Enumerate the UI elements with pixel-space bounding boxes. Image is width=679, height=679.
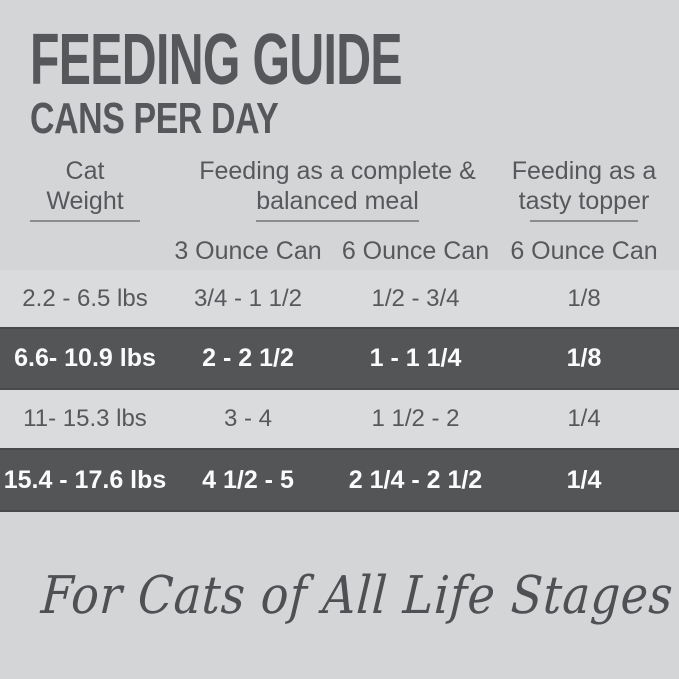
table-row-highlighted: 15.4 - 17.6 lbs 4 1/2 - 5 2 1/4 - 2 1/2 … bbox=[0, 448, 679, 512]
footer-tagline-text: For Cats of All Life Stages bbox=[39, 566, 676, 626]
cell-topper-6oz: 1/4 bbox=[567, 405, 601, 432]
table-body: 2.2 - 6.5 lbs 3/4 - 1 1/2 1/2 - 3/4 1/8 … bbox=[0, 270, 679, 512]
cell-meal-6oz: 2 1/4 - 2 1/2 bbox=[348, 465, 483, 494]
page-subtitle: CANS PER DAY bbox=[30, 94, 279, 143]
cell-topper-6oz: 1/8 bbox=[566, 344, 602, 372]
subheader-3oz-can: 3 Ounce Can bbox=[174, 237, 322, 265]
header-complete-meal-line2: balanced meal bbox=[256, 187, 419, 215]
header-cat-weight: Cat Weight bbox=[0, 156, 170, 222]
cell-weight: 2.2 - 6.5 lbs bbox=[22, 284, 148, 312]
table-subheader-row: 3 Ounce Can 6 Ounce Can 6 Ounce Can bbox=[0, 238, 679, 264]
cell-topper-6oz: 1/4 bbox=[566, 465, 602, 494]
header-cat-weight-line2: Weight bbox=[46, 187, 124, 215]
cell-meal-3oz: 4 1/2 - 5 bbox=[202, 465, 294, 494]
header-tasty-topper-line1: Feeding as a bbox=[511, 157, 657, 185]
header-tasty-topper: Feeding as a tasty topper bbox=[505, 156, 679, 222]
header-underline bbox=[30, 220, 140, 222]
footer-tagline: For Cats of All Life Stages bbox=[0, 566, 679, 626]
header-complete-meal-line1: Feeding as a complete & bbox=[199, 157, 476, 185]
cell-meal-6oz: 1 - 1 1/4 bbox=[369, 344, 462, 372]
table-row: 11- 15.3 lbs 3 - 4 1 1/2 - 2 1/4 bbox=[0, 390, 679, 448]
cell-meal-3oz: 3 - 4 bbox=[223, 405, 273, 432]
page-title: FEEDING GUIDE bbox=[30, 20, 403, 100]
table-header-row: Cat Weight Feeding as a complete & balan… bbox=[0, 156, 679, 222]
header-underline bbox=[256, 220, 419, 222]
header-underline bbox=[530, 220, 638, 222]
cell-meal-3oz: 2 - 2 1/2 bbox=[202, 344, 294, 372]
cell-meal-3oz: 3/4 - 1 1/2 bbox=[193, 284, 303, 312]
subheader-6oz-can-topper: 6 Ounce Can bbox=[510, 237, 658, 265]
header-cat-weight-line1: Cat bbox=[65, 157, 105, 185]
cell-topper-6oz: 1/8 bbox=[567, 284, 601, 312]
subheader-spacer bbox=[0, 238, 170, 264]
cell-weight: 11- 15.3 lbs bbox=[23, 405, 147, 432]
header-complete-meal: Feeding as a complete & balanced meal bbox=[170, 156, 505, 222]
cell-meal-6oz: 1 1/2 - 2 bbox=[371, 405, 460, 432]
cell-meal-6oz: 1/2 - 3/4 bbox=[371, 284, 460, 312]
cell-weight: 15.4 - 17.6 lbs bbox=[3, 465, 167, 494]
table-row: 2.2 - 6.5 lbs 3/4 - 1 1/2 1/2 - 3/4 1/8 bbox=[0, 270, 679, 327]
table-row-highlighted: 6.6- 10.9 lbs 2 - 2 1/2 1 - 1 1/4 1/8 bbox=[0, 327, 679, 390]
subheader-6oz-can-meal: 6 Ounce Can bbox=[341, 237, 490, 265]
cell-weight: 6.6- 10.9 lbs bbox=[14, 344, 156, 372]
header-tasty-topper-line2: tasty topper bbox=[518, 187, 650, 215]
